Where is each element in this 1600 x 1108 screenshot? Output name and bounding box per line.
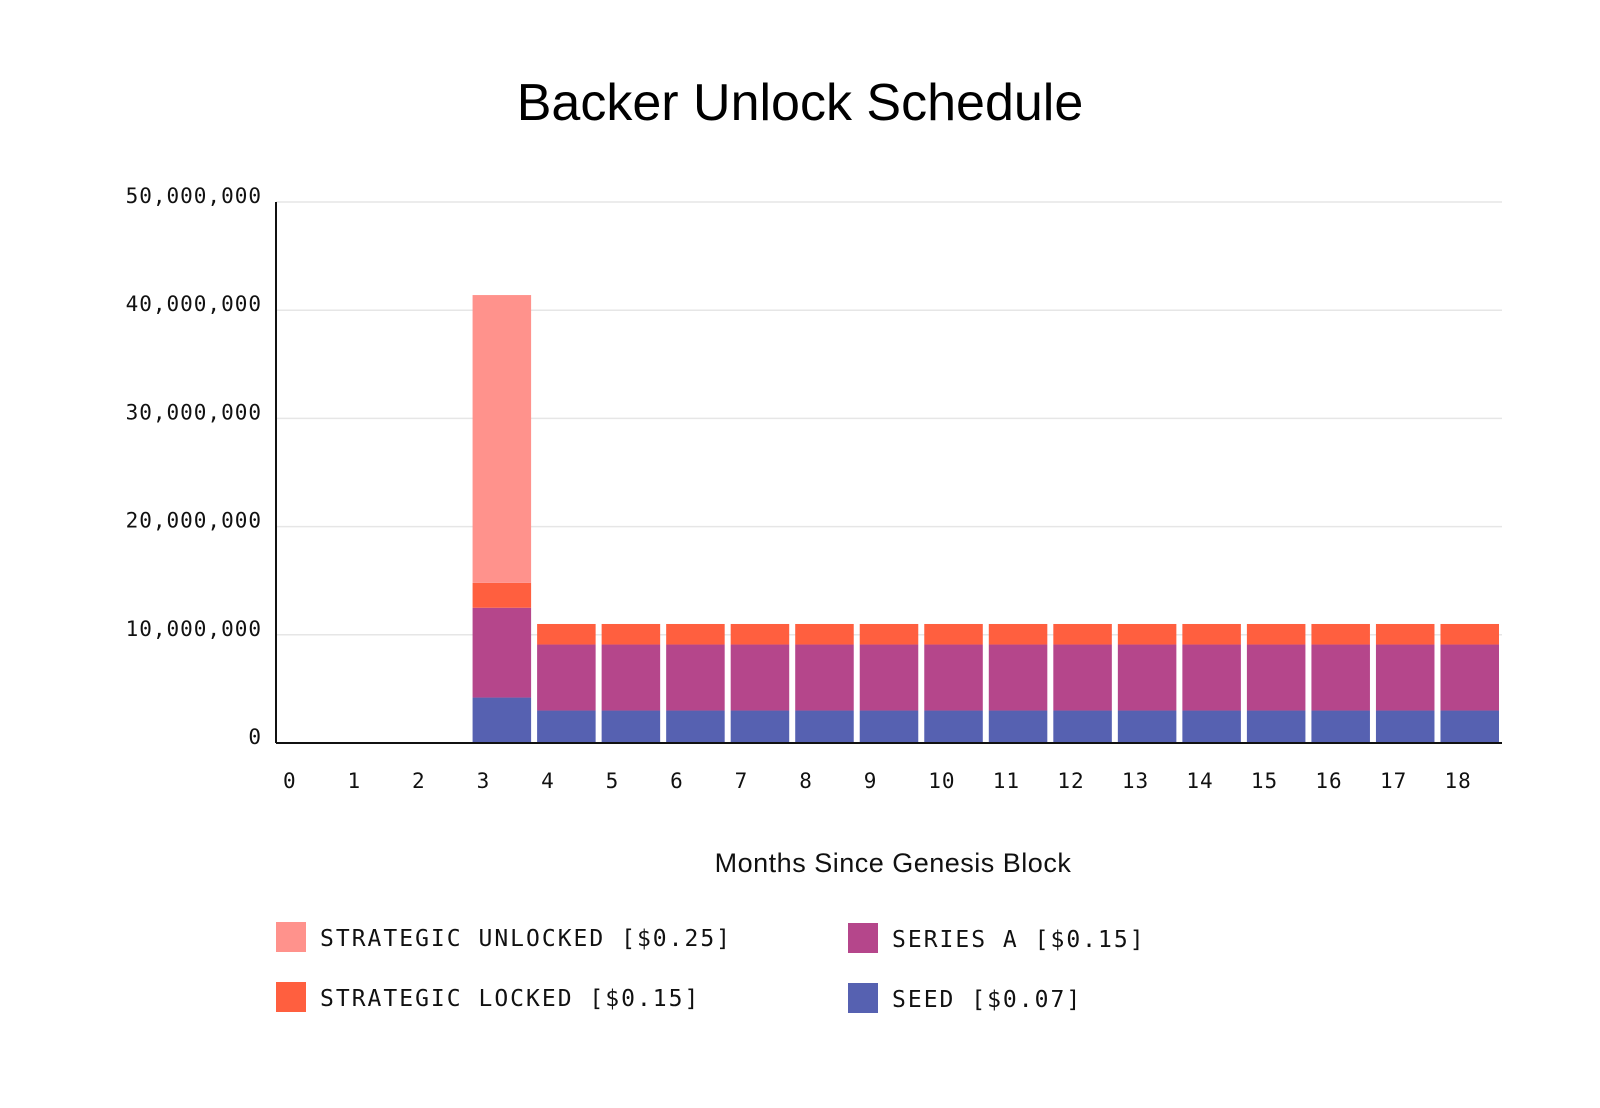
bar-segment: [1311, 623, 1370, 645]
x-tick-label: 5: [606, 769, 620, 793]
x-axis-ticks: 0 1 2 3 4 5 6 7 8 9 10 11 12 13 14 15 16 17 18: [283, 769, 1471, 793]
legend-label: STRATEGIC LOCKED [$0.15]: [320, 986, 700, 1012]
bar-segment: [1117, 623, 1177, 645]
x-tick-label: 0: [283, 769, 297, 793]
bar-segment: [1440, 710, 1499, 743]
x-tick-label: 7: [735, 769, 749, 793]
x-tick-label: 12: [1057, 769, 1084, 793]
bar-segment: [1311, 644, 1370, 711]
bar-segment: [795, 623, 854, 645]
x-axis-label: Months Since Genesis Block: [715, 848, 1072, 878]
legend-label: SEED [$0.07]: [892, 987, 1082, 1013]
bar-segment: [1053, 623, 1112, 645]
bars: [472, 295, 1499, 743]
y-tick-label: 20,000,000: [126, 509, 262, 533]
legend-swatch: [848, 983, 878, 1013]
x-tick-label: 4: [541, 769, 555, 793]
y-tick-label: 30,000,000: [126, 400, 262, 424]
bar-segment: [1375, 623, 1435, 645]
x-tick-label: 17: [1380, 769, 1407, 793]
bar-segment: [924, 710, 983, 743]
legend-swatch: [276, 922, 306, 952]
x-tick-label: 18: [1444, 769, 1471, 793]
x-tick-label: 8: [799, 769, 813, 793]
x-tick-label: 13: [1122, 769, 1149, 793]
bar-segment: [666, 623, 725, 645]
bar-segment: [924, 644, 983, 711]
bar-segment: [1117, 644, 1177, 711]
bar-segment: [666, 644, 725, 711]
legend-swatch: [276, 982, 306, 1012]
bar-segment: [988, 623, 1048, 645]
y-tick-label: 50,000,000: [126, 184, 262, 208]
bar-segment: [666, 710, 725, 743]
bar-segment: [1182, 710, 1241, 743]
bar-segment: [1375, 710, 1435, 743]
bar-segment: [537, 644, 596, 711]
bar-segment: [1117, 710, 1177, 743]
bar-segment: [859, 710, 919, 743]
bar-segment: [1246, 644, 1306, 711]
y-tick-label: 10,000,000: [126, 617, 262, 641]
bar-segment: [924, 623, 983, 645]
bar-segment: [1375, 644, 1435, 711]
chart-title: Backer Unlock Schedule: [517, 74, 1084, 132]
x-tick-label: 15: [1251, 769, 1278, 793]
x-tick-label: 11: [993, 769, 1020, 793]
legend: STRATEGIC UNLOCKED [$0.25] SERIES A [$0.1…: [276, 922, 1146, 1013]
bar-segment: [1311, 710, 1370, 743]
bar-segment: [537, 710, 596, 743]
bar-segment: [795, 644, 854, 711]
bar-segment: [601, 644, 661, 711]
bar-segment: [730, 644, 790, 711]
bar-segment: [601, 710, 661, 743]
bar-segment: [859, 644, 919, 711]
bar-segment: [472, 295, 532, 583]
bar-segment: [1053, 710, 1112, 743]
bar-segment: [988, 710, 1048, 743]
bar-segment: [537, 623, 596, 645]
legend-label: STRATEGIC UNLOCKED [$0.25]: [320, 926, 732, 952]
x-tick-label: 16: [1315, 769, 1342, 793]
bar-segment: [1182, 623, 1241, 645]
bar-segment: [472, 697, 532, 743]
bar-segment: [859, 623, 919, 645]
x-tick-label: 9: [864, 769, 878, 793]
bar-segment: [1182, 644, 1241, 711]
y-tick-label: 40,000,000: [126, 292, 262, 316]
bar-segment: [472, 607, 532, 698]
x-tick-label: 10: [928, 769, 955, 793]
bar-segment: [1246, 710, 1306, 743]
bar-segment: [988, 644, 1048, 711]
bar-segment: [472, 582, 532, 608]
x-tick-label: 1: [348, 769, 362, 793]
bar-segment: [730, 623, 790, 645]
axes: [275, 202, 1502, 744]
legend-swatch: [848, 923, 878, 953]
bar-segment: [795, 710, 854, 743]
bar-segment: [601, 623, 661, 645]
x-tick-label: 6: [670, 769, 684, 793]
bar-segment: [1440, 623, 1499, 645]
bar-segment: [730, 710, 790, 743]
bar-segment: [1053, 644, 1112, 711]
x-tick-label: 2: [412, 769, 426, 793]
y-tick-label: 0: [248, 725, 262, 749]
gridlines: [276, 201, 1502, 636]
y-axis-ticks: 0 10,000,000 20,000,000 30,000,000 40,000,00…: [126, 184, 262, 749]
bar-segment: [1246, 623, 1306, 645]
x-tick-label: 14: [1186, 769, 1213, 793]
x-tick-label: 3: [477, 769, 491, 793]
bar-segment: [1440, 644, 1499, 711]
legend-label: SERIES A [$0.15]: [892, 927, 1146, 953]
